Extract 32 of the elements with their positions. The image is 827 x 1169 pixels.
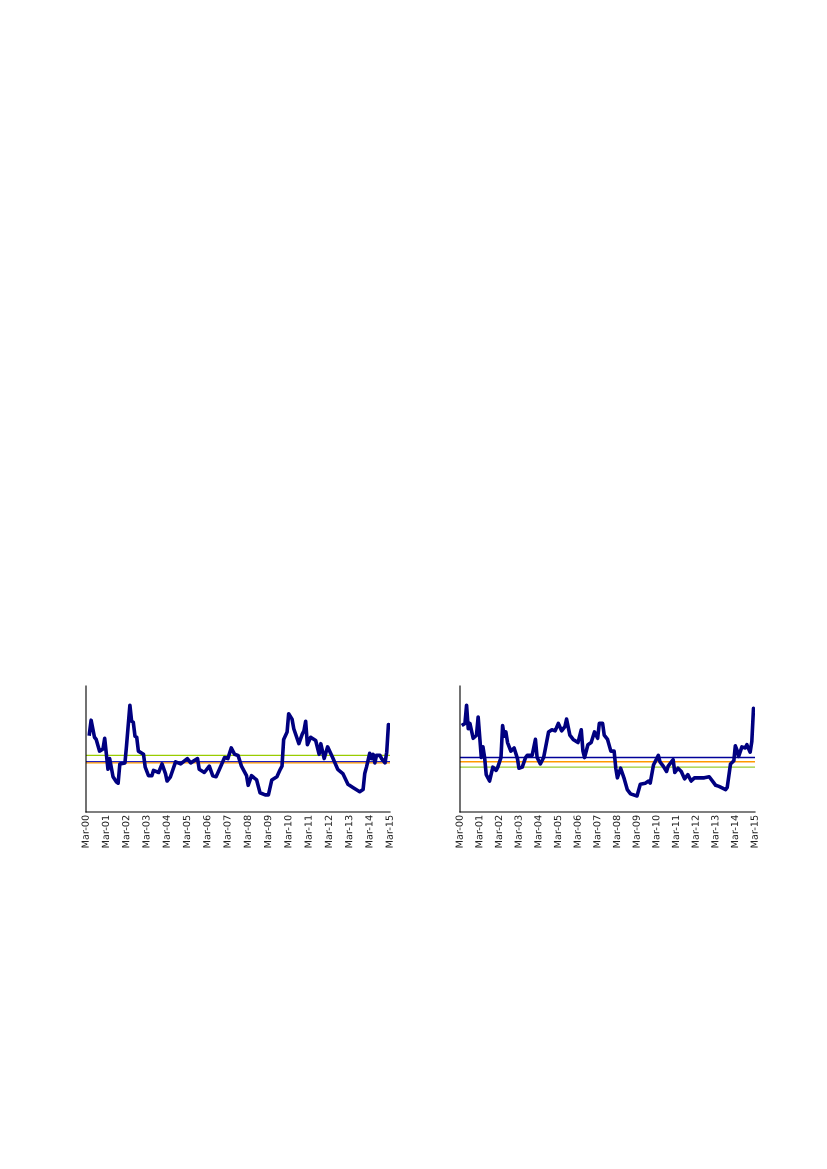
x-tick-label: Mar-07 [223, 815, 231, 848]
x-tick-label: Mar-09 [632, 815, 640, 848]
x-tick-label: Mar-01 [475, 815, 483, 848]
x-tick-label: Mar-04 [534, 815, 542, 848]
x-tick-label: Mar-06 [203, 815, 211, 848]
x-tick-label: Mar-01 [101, 815, 110, 848]
x-tick-label: Mar-13 [344, 815, 353, 848]
x-tick-label: Mar-12 [324, 815, 333, 848]
x-tick-label: Mar-11 [304, 815, 312, 848]
x-tick-label: Mar-08 [243, 815, 251, 848]
x-tick-label: Mar-03 [514, 815, 522, 848]
x-tick-label: Mar-05 [182, 815, 191, 848]
x-tick-label: Mar-10 [284, 815, 292, 848]
x-tick-label: Mar-13 [711, 815, 719, 848]
x-tick-label: Mar-09 [263, 815, 272, 848]
x-tick-label: Mar-04 [162, 815, 170, 848]
x-tick-label: Mar-11 [671, 815, 680, 848]
x-tick-label: Mar-02 [121, 815, 130, 848]
x-tick-label: Mar-03 [142, 815, 150, 848]
x-tick-label: Mar-14 [730, 815, 739, 848]
x-tick-label: Mar-06 [573, 815, 581, 848]
x-tick-label: Mar-00 [81, 815, 89, 848]
x-tick-label: Mar-12 [691, 815, 699, 848]
x-tick-label: Mar-15 [750, 815, 758, 848]
x-tick-label: Mar-15 [385, 815, 393, 848]
x-tick-label: Mar-00 [455, 815, 463, 848]
x-tick-label: Mar-07 [593, 815, 601, 848]
x-tick-label: Mar-14 [365, 815, 373, 848]
x-tick-label: Mar-08 [612, 815, 621, 848]
x-tick-label: Mar-05 [553, 815, 562, 848]
x-tick-label: Mar-10 [652, 815, 660, 848]
x-tick-label: Mar-02 [494, 815, 503, 848]
